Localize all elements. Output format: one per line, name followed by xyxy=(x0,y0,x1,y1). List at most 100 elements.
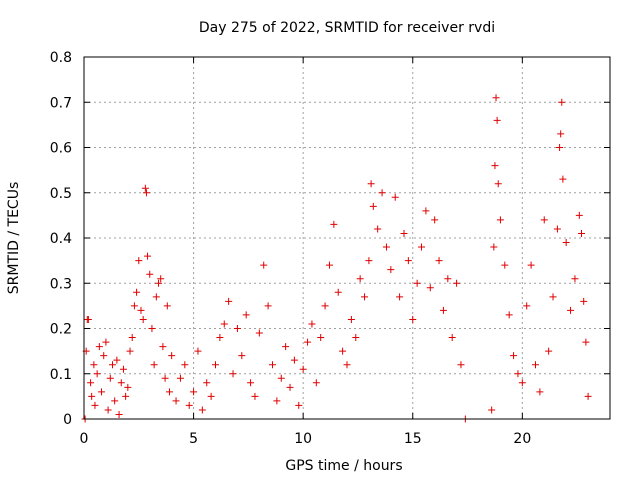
data-point xyxy=(220,320,228,328)
data-point xyxy=(321,302,329,310)
data-point xyxy=(553,225,561,233)
data-point xyxy=(111,397,119,405)
data-point xyxy=(330,220,338,228)
data-point xyxy=(527,261,535,269)
data-point xyxy=(203,379,211,387)
data-point xyxy=(343,361,351,369)
data-point xyxy=(282,343,290,351)
data-point xyxy=(128,334,136,342)
data-point xyxy=(556,144,564,151)
data-point xyxy=(493,116,501,124)
data-point xyxy=(98,388,106,396)
data-point xyxy=(382,243,390,251)
data-point xyxy=(277,374,285,382)
data-point xyxy=(578,229,586,237)
data-point xyxy=(102,338,110,346)
data-point xyxy=(152,293,160,301)
data-point xyxy=(378,189,386,197)
data-point xyxy=(106,374,114,382)
data-point xyxy=(90,361,98,369)
data-point xyxy=(453,279,461,287)
data-point xyxy=(435,257,443,265)
data-point xyxy=(190,388,198,396)
data-point xyxy=(396,293,404,301)
data-point xyxy=(347,315,355,323)
x-axis-label: GPS time / hours xyxy=(285,458,402,474)
data-point xyxy=(387,266,395,274)
data-point xyxy=(369,202,377,210)
data-point xyxy=(216,334,224,342)
data-point xyxy=(225,297,233,305)
data-point xyxy=(558,98,566,106)
y-tick-label: 0.1 xyxy=(50,367,72,383)
data-point xyxy=(557,130,565,138)
data-point xyxy=(559,175,567,183)
y-tick-label: 0.7 xyxy=(50,95,72,111)
data-point xyxy=(492,94,500,102)
data-point xyxy=(365,257,373,265)
data-point xyxy=(457,361,465,369)
y-tick-label: 0.8 xyxy=(50,50,72,66)
data-point xyxy=(142,189,150,197)
data-point xyxy=(150,361,158,369)
data-point xyxy=(531,361,539,369)
data-point xyxy=(582,338,590,346)
data-point xyxy=(391,193,399,201)
data-point xyxy=(334,288,342,296)
data-point xyxy=(133,288,141,296)
data-point xyxy=(233,325,241,332)
data-point xyxy=(242,311,250,319)
y-tick-label: 0.3 xyxy=(50,276,72,292)
data-point xyxy=(490,243,498,251)
data-point xyxy=(304,338,312,346)
data-point xyxy=(308,320,316,328)
data-point xyxy=(575,211,583,219)
data-point xyxy=(549,293,557,301)
chart-title: Day 275 of 2022, SRMTID for receiver rvd… xyxy=(199,20,495,36)
y-tick-label: 0 xyxy=(63,412,72,428)
x-tick-label: 20 xyxy=(513,431,531,447)
data-point xyxy=(155,279,163,287)
data-point xyxy=(93,370,101,378)
data-point xyxy=(104,406,112,414)
y-tick-label: 0.5 xyxy=(50,186,72,202)
data-point xyxy=(491,162,499,170)
data-point xyxy=(84,315,92,323)
data-point xyxy=(251,392,259,400)
data-point xyxy=(580,297,588,305)
data-point xyxy=(117,379,125,387)
data-point xyxy=(148,325,156,332)
data-point xyxy=(562,239,570,247)
data-point xyxy=(312,379,320,387)
data-point xyxy=(157,275,165,283)
data-point xyxy=(422,207,430,215)
data-point xyxy=(448,334,456,342)
data-point xyxy=(139,315,147,323)
data-point xyxy=(229,370,237,378)
data-point xyxy=(137,306,145,314)
data-point xyxy=(518,379,526,387)
data-point xyxy=(540,216,548,224)
data-point xyxy=(146,270,154,278)
axis-ticks: 0 5 10 15 20 0 0.1 0.2 0.3 0.4 0.5 0.6 0.7 0.8 xyxy=(50,50,610,447)
data-point xyxy=(113,356,121,364)
data-point xyxy=(584,392,592,400)
data-point xyxy=(299,365,307,373)
data-point xyxy=(126,347,134,355)
data-point xyxy=(255,329,263,337)
data-point xyxy=(514,370,522,378)
data-point xyxy=(374,225,382,233)
data-point xyxy=(571,275,579,283)
data-point xyxy=(356,275,364,283)
data-point xyxy=(95,343,103,351)
data-point xyxy=(496,216,504,224)
data-point xyxy=(505,311,513,319)
data-point xyxy=(400,229,408,237)
data-point xyxy=(264,302,272,310)
data-point xyxy=(404,257,412,265)
data-point xyxy=(494,180,502,188)
data-point xyxy=(91,401,99,409)
data-point xyxy=(352,334,360,342)
data-point xyxy=(418,243,426,251)
